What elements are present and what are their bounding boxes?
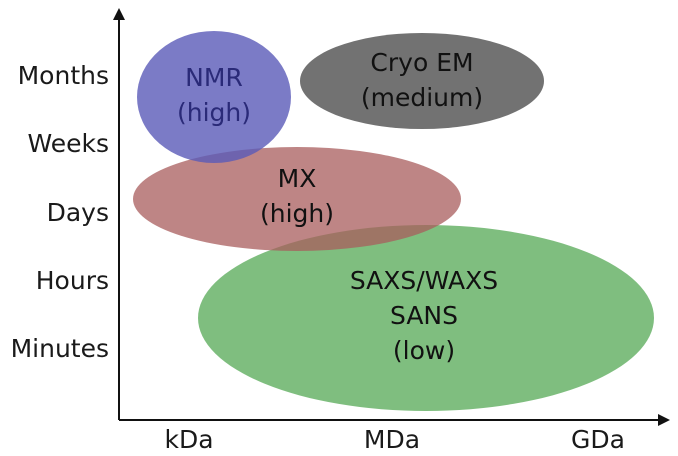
nmr-label-line-1: NMR bbox=[185, 63, 243, 92]
saxs-region bbox=[198, 225, 654, 411]
nmr-region bbox=[137, 31, 291, 163]
mx-label-line-1: MX bbox=[278, 164, 317, 193]
x-tick-mda: MDa bbox=[364, 425, 420, 454]
y-tick-minutes: Minutes bbox=[11, 334, 109, 363]
saxs-label: SAXS/WAXS SANS (low) bbox=[350, 266, 498, 365]
regions bbox=[133, 31, 654, 411]
saxs-label-line-3: (low) bbox=[393, 336, 455, 365]
x-tick-kda: kDa bbox=[164, 425, 213, 454]
mx-region bbox=[133, 147, 461, 251]
y-tick-hours: Hours bbox=[36, 266, 109, 295]
saxs-label-line-2: SANS bbox=[390, 301, 458, 330]
nmr-label: NMR (high) bbox=[177, 63, 251, 127]
x-tick-gda: GDa bbox=[571, 425, 625, 454]
mx-label: MX (high) bbox=[260, 164, 334, 228]
saxs-label-line-1: SAXS/WAXS bbox=[350, 266, 498, 295]
y-tick-months: Months bbox=[18, 61, 109, 90]
mx-label-line-2: (high) bbox=[260, 199, 334, 228]
nmr-label-line-2: (high) bbox=[177, 98, 251, 127]
cryoem-label-line-2: (medium) bbox=[361, 83, 483, 112]
x-axis-labels: kDa MDa GDa bbox=[164, 425, 625, 454]
y-tick-weeks: Weeks bbox=[27, 129, 109, 158]
cryoem-label-line-1: Cryo EM bbox=[370, 48, 473, 77]
cryoem-label: Cryo EM (medium) bbox=[361, 48, 483, 112]
y-axis-labels: Months Weeks Days Hours Minutes bbox=[11, 61, 109, 363]
cryoem-region bbox=[300, 33, 544, 129]
y-tick-days: Days bbox=[47, 198, 109, 227]
